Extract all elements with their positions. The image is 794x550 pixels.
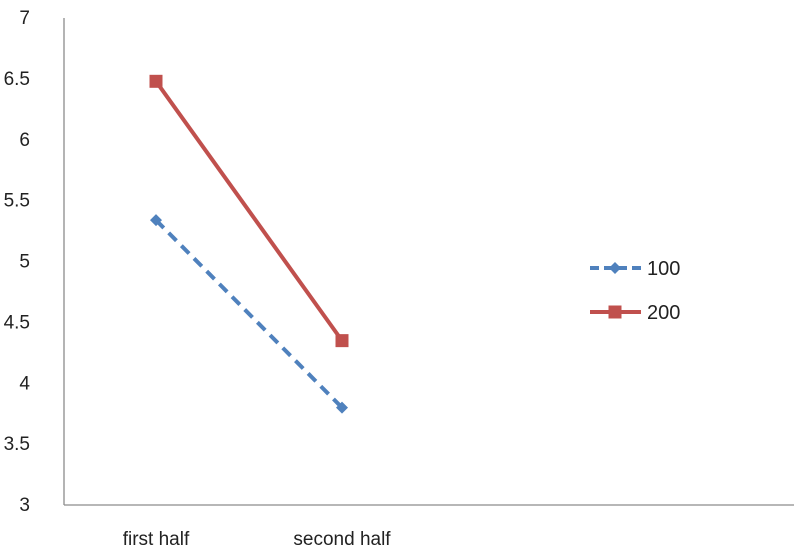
legend-marker-diamond bbox=[609, 262, 621, 274]
data-point-diamond bbox=[336, 401, 348, 414]
series-line bbox=[154, 218, 344, 410]
series-200 bbox=[149, 74, 349, 348]
legend-label: 200 bbox=[647, 302, 680, 324]
series-layer bbox=[149, 74, 349, 414]
series-line bbox=[154, 80, 344, 342]
y-tick-label: 6 bbox=[19, 130, 30, 151]
x-tick-labels: first half second half bbox=[123, 529, 392, 550]
y-tick-label: 6.5 bbox=[4, 69, 30, 90]
series-100 bbox=[150, 214, 348, 414]
data-point-diamond bbox=[150, 214, 162, 227]
y-tick-label: 7 bbox=[19, 8, 30, 29]
y-tick-label: 5.5 bbox=[4, 191, 30, 212]
y-tick-labels: 3 3.5 4 4.5 5 5.5 6 6.5 7 bbox=[4, 8, 31, 516]
y-tick-label: 4.5 bbox=[4, 312, 30, 333]
legend-item: 200 bbox=[590, 302, 680, 324]
data-point-square bbox=[335, 334, 349, 348]
x-tick-label: second half bbox=[293, 529, 391, 550]
x-tick-label: first half bbox=[123, 529, 190, 550]
y-tick-label: 5 bbox=[19, 252, 30, 273]
y-tick-label: 4 bbox=[19, 373, 30, 394]
legend-item: 100 bbox=[590, 258, 680, 280]
chart-axes bbox=[63, 18, 794, 506]
legend: 100 200 bbox=[590, 258, 680, 324]
legend-label: 100 bbox=[647, 258, 680, 280]
legend-marker-square bbox=[608, 305, 622, 319]
y-tick-label: 3 bbox=[19, 495, 30, 516]
data-point-square bbox=[149, 74, 163, 88]
y-tick-label: 3.5 bbox=[4, 434, 30, 455]
